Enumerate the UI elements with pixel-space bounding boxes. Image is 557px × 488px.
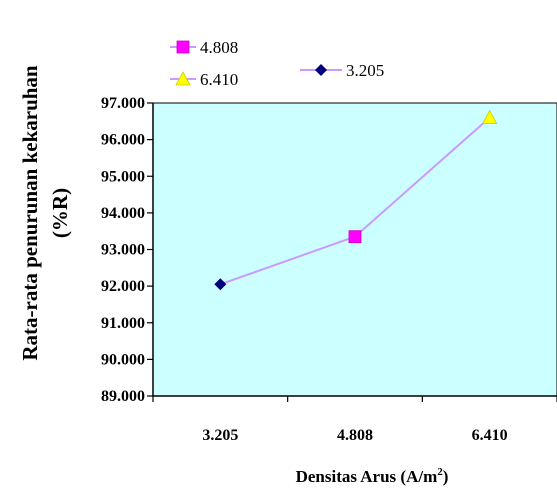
- legend-label-3205: 3.205: [346, 61, 384, 80]
- y-tick-label: 97.000: [101, 95, 145, 112]
- y-tick-label: 90.000: [101, 351, 145, 368]
- y-axis-title: Rata-rata penurunan kekaruhan (%R): [18, 65, 72, 361]
- x-axis-title-close: ): [443, 467, 449, 486]
- y-tick-label: 93.000: [101, 242, 145, 259]
- legend-marker-triangle: [175, 71, 191, 86]
- data-point-diamond: [214, 278, 227, 291]
- x-tick-label: 6.410: [472, 427, 508, 444]
- y-tick-label: 92.000: [101, 278, 145, 295]
- series-group: [214, 109, 498, 291]
- x-axis-title-sup: 2: [437, 466, 443, 478]
- y-axis-title-line2: (%R): [48, 188, 72, 238]
- y-axis-title-line1: Rata-rata penurunan kekaruhan: [18, 65, 42, 361]
- legend-marker-square: [176, 40, 190, 54]
- y-tick-label: 89.000: [101, 388, 145, 405]
- legend-label-6410: 6.410: [200, 70, 238, 89]
- x-axis-title-main: Densitas Arus (A/m: [296, 467, 438, 486]
- x-tick-label: 3.205: [202, 427, 238, 444]
- plot-area: [152, 102, 557, 397]
- y-tick-label: 94.000: [101, 205, 145, 222]
- legend: 4.808 6.410 3.205: [170, 38, 384, 89]
- y-tick-label: 91.000: [101, 315, 145, 332]
- data-point-square: [348, 230, 362, 244]
- y-axis-ticks: 89.000 90.000 91.000 92.000 93.000 94.000 95.0…: [101, 95, 153, 405]
- x-axis-title: Densitas Arus (A/m2): [296, 466, 449, 486]
- x-axis-ticks: 3.205 4.808 6.410: [152, 396, 557, 444]
- legend-marker-diamond: [315, 64, 327, 76]
- x-tick-label: 4.808: [337, 427, 373, 444]
- data-point-triangle: [481, 109, 498, 125]
- y-tick-label: 96.000: [101, 132, 145, 149]
- legend-label-4808: 4.808: [200, 38, 238, 57]
- y-tick-label: 95.000: [101, 168, 145, 185]
